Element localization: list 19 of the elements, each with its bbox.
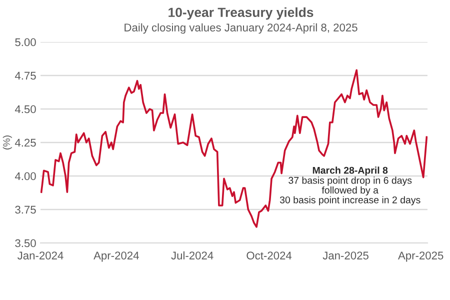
x-tick-label: Apr-2025 (398, 252, 444, 262)
x-tick-label: Oct-2024 (246, 252, 292, 260)
annotation: March 28-April 8 (312, 166, 388, 176)
x-tick-label: Jul-2024 (171, 251, 214, 260)
y-tick-label: 4.75 (14, 72, 36, 80)
y-tick-label: 4.00 (14, 172, 36, 180)
y-tick-label: 4.50 (14, 105, 36, 114)
x-tick-label: Jan-2025 (322, 252, 368, 260)
annotation: 37 basis point drop in 6 days followed by a 30 basis point increase in 2 days (280, 176, 420, 206)
y-tick-label: 3.50 (15, 239, 36, 248)
y-tick-label: 3.75 (15, 206, 36, 214)
x-tick-label: Jan-2024 (18, 252, 64, 260)
y-tick-label: 4.25 (14, 138, 36, 147)
y-axis-title: (%) (2, 136, 12, 150)
y-tick-label: 5.00 (15, 38, 36, 46)
chart-subtitle: Daily closing values January 2024-April 8, 2025 (124, 23, 358, 34)
x-tick-label: Apr-2024 (94, 252, 139, 262)
line-series (40, 69, 428, 228)
chart-title: 10-year Treasury yields (168, 7, 314, 20)
